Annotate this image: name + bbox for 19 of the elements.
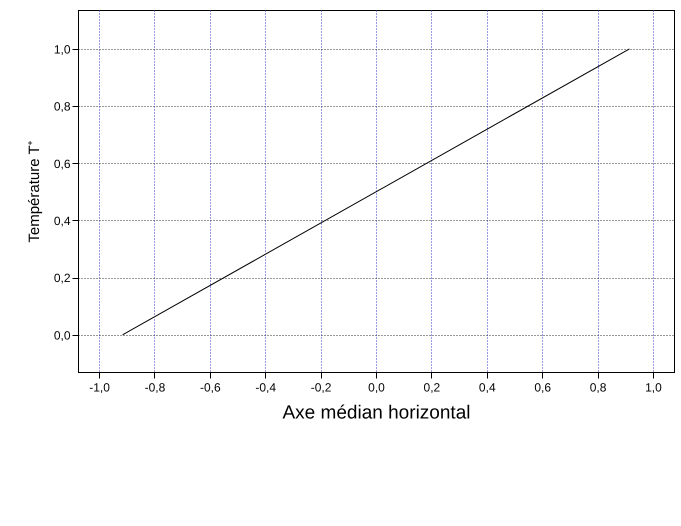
x-tick-label: 0,8	[590, 380, 607, 394]
x-tick-label: -1,0	[89, 380, 110, 394]
x-tick-label: 1,0	[645, 380, 662, 394]
y-tick-label: 0,0	[54, 328, 71, 342]
y-tick-label: 0,8	[54, 100, 71, 114]
x-tick-label: -0,2	[310, 380, 332, 394]
x-tick-label: 0,4	[478, 380, 496, 394]
y-tick-label: 0,6	[54, 156, 71, 171]
y-tick-label: 1,0	[54, 42, 71, 56]
x-tick-label: 0,0	[368, 380, 386, 394]
x-tick-label: -0,4	[255, 380, 276, 394]
x-tick-label: 0,2	[424, 380, 441, 394]
x-tick-label: -0,6	[200, 380, 221, 394]
x-tick-label: 0,6	[534, 380, 552, 394]
y-tick-label: 0,2	[54, 271, 71, 286]
y-axis-title: Température T⁺	[26, 140, 43, 243]
x-axis-title: Axe médian horizontal	[282, 402, 470, 424]
x-tick-label: -0,8	[144, 380, 166, 394]
y-tick-label: 0,4	[54, 214, 71, 228]
